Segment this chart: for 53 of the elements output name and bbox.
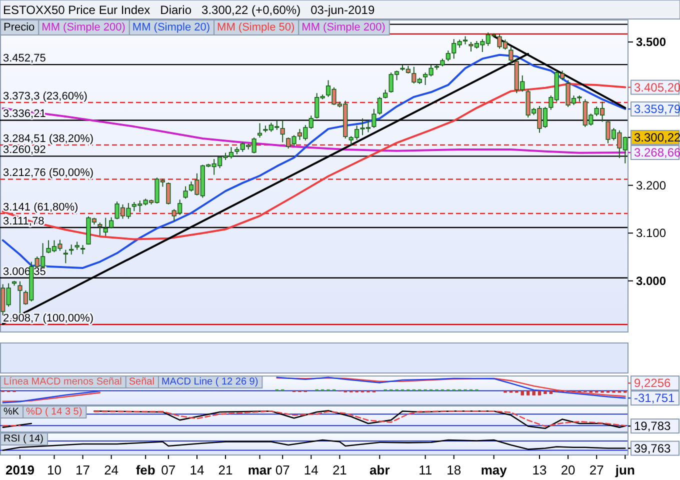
x-tick-label: jun xyxy=(614,462,635,478)
x-tick-label: 14 xyxy=(190,462,204,478)
x-tick-label: 13 xyxy=(532,462,547,478)
ref-line-label: 3.373,3 (23,60%) xyxy=(3,90,88,103)
y-tick-label: 3.000 xyxy=(636,274,666,288)
text: 3.268,66 xyxy=(634,146,680,160)
series-label: Línea MACD menos Señal xyxy=(4,376,122,388)
x-tick-label: 07 xyxy=(275,462,290,478)
text: 3.300,22 (+0,60%) xyxy=(202,3,301,17)
x-tick-label: 11 xyxy=(418,462,432,478)
text: 39,763 xyxy=(634,441,672,456)
x-tick-label: 14 xyxy=(304,462,318,478)
x-tick-label: abr xyxy=(370,462,390,478)
ref-line-label: 3.336,21 xyxy=(3,108,46,120)
annotation: MM (Simple 200) xyxy=(302,22,386,34)
y-tick-label: 3.200 xyxy=(636,178,666,192)
x-tick-label: 20 xyxy=(560,462,576,478)
x-tick-label: 10 xyxy=(47,462,62,478)
chart-title: ESTOXX50 Price Eur Index xyxy=(3,3,150,17)
text: 9,2256 xyxy=(634,376,672,390)
text: Señal xyxy=(128,376,154,388)
ref-line-label: 3.141 (61,80%) xyxy=(3,202,78,214)
text: Diario xyxy=(160,3,192,17)
series-label: MACD Line ( 12 26 9) xyxy=(161,376,258,388)
ref-line-label: 3.452,75 xyxy=(3,52,46,65)
x-tick-label: 18 xyxy=(446,462,462,478)
x-tick-label: 21 xyxy=(218,462,233,478)
x-tick-label: 2019 xyxy=(6,462,34,478)
text: 3.405,20 xyxy=(634,80,680,94)
text: MM (Simple 50) xyxy=(217,22,295,34)
y-tick-label: 3.100 xyxy=(636,226,666,240)
text: -31,751 xyxy=(634,391,676,406)
ref-line-label: 3.212,76 (50,00%) xyxy=(3,167,94,180)
legend-title: Precio xyxy=(4,22,35,34)
x-tick-label: 27 xyxy=(589,462,604,478)
text: MM (Simple 20) xyxy=(132,22,210,34)
x-tick-label: feb xyxy=(136,462,156,478)
series-label: %D ( 14 3 5) xyxy=(26,406,82,418)
x-tick-label: 24 xyxy=(104,462,119,478)
ref-line-label: 3.260,92 xyxy=(3,144,46,156)
text: 03-jun-2019 xyxy=(310,3,375,17)
series-label: RSI ( 14) xyxy=(4,434,44,444)
text: MM (Simple 200) xyxy=(42,22,126,34)
text: 3.359,79 xyxy=(634,102,680,116)
x-tick-label: mar xyxy=(248,462,272,478)
y-tick-label: 3.500 xyxy=(636,34,666,49)
x-tick-label: 21 xyxy=(332,462,347,478)
x-tick-label: may xyxy=(480,462,508,478)
x-tick-label: 07 xyxy=(161,462,176,478)
text: %K xyxy=(4,406,20,418)
x-tick-label: 17 xyxy=(76,462,90,478)
text: 19,783 xyxy=(634,419,672,434)
ref-line-label: 3.284,51 (38,20%) xyxy=(3,132,94,145)
